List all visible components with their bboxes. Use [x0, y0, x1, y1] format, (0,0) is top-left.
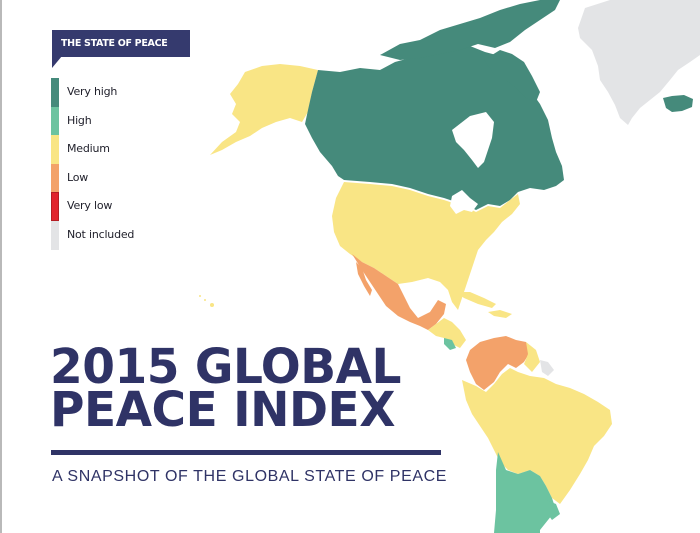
- region-hispaniola: [488, 310, 512, 318]
- title-line-1: 2015 GLOBAL: [50, 339, 402, 395]
- legend-title-tail: [52, 56, 62, 68]
- region-greenland: [578, 0, 700, 125]
- legend-swatch-high: [51, 106, 59, 136]
- region-hawaii: [210, 303, 214, 307]
- legend-labels: Very high High Medium Low Very low Not i…: [67, 78, 134, 250]
- legend-label-low: Low: [67, 170, 89, 184]
- region-hawaii-islet: [204, 299, 206, 301]
- region-cuba: [456, 292, 496, 308]
- region-baffin: [484, 50, 540, 102]
- title-line-2: PEACE INDEX: [50, 382, 395, 438]
- region-usa: [332, 182, 520, 310]
- region-baja: [356, 262, 372, 296]
- subtitle: A SNAPSHOT OF THE GLOBAL STATE OF PEACE: [52, 468, 448, 485]
- region-southern-cone: [494, 452, 556, 533]
- legend-swatch-not-included: [51, 220, 59, 250]
- page-edge: [0, 0, 2, 533]
- title-divider: [51, 450, 441, 455]
- hudson-bay: [452, 112, 494, 168]
- great-lakes: [450, 190, 478, 214]
- region-iceland: [663, 95, 693, 112]
- legend-swatch-low: [51, 163, 59, 193]
- legend-swatch-medium: [51, 135, 59, 164]
- region-canada: [305, 46, 564, 210]
- region-mexico: [352, 254, 446, 330]
- legend-swatch-very-low: [51, 192, 59, 221]
- legend-label-very-high: Very high: [67, 85, 118, 98]
- region-arctic-islands: [380, 0, 560, 60]
- legend-swatch-very-high: [51, 78, 59, 107]
- region-colombia-venezuela: [466, 336, 530, 390]
- region-central-america: [428, 318, 466, 348]
- legend-label-very-low: Very low: [67, 199, 113, 213]
- region-south-america-medium: [462, 368, 612, 504]
- legend-label-not-included: Not included: [67, 227, 135, 241]
- legend-color-bar: [51, 78, 59, 250]
- page-title: 2015 GLOBAL PEACE INDEX: [50, 339, 408, 438]
- region-french-guiana: [540, 360, 554, 376]
- legend-label-medium: Medium: [67, 142, 110, 156]
- region-alaska: [210, 64, 318, 155]
- region-uruguay: [546, 500, 560, 520]
- legend-label-high: High: [67, 113, 92, 127]
- legend-title: THE STATE OF PEACE: [52, 30, 190, 57]
- region-costa-rica: [444, 338, 456, 350]
- region-hawaii-islet: [199, 295, 201, 297]
- region-guianas: [524, 342, 540, 372]
